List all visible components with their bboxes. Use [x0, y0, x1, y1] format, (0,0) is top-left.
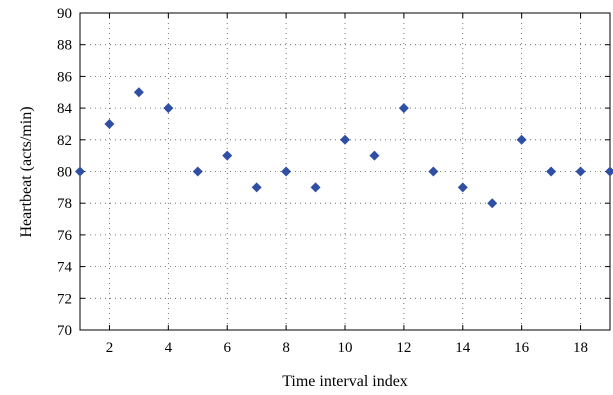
data-point [192, 166, 203, 177]
x-tick-label: 12 [396, 340, 411, 356]
x-tick-label: 18 [573, 340, 588, 356]
data-point [546, 166, 557, 177]
y-tick-label: 84 [57, 101, 73, 117]
data-point [251, 182, 262, 193]
data-point [281, 166, 292, 177]
y-axis-title: Heartbeat (acts/min) [18, 106, 35, 237]
data-point [398, 103, 409, 114]
data-point [369, 150, 380, 161]
data-point [75, 166, 85, 177]
y-axis: 70 72 74 76 78 80 82 84 86 88 90 [57, 6, 610, 339]
data-point [516, 134, 527, 145]
y-tick-label: 70 [57, 323, 72, 339]
data-point [310, 182, 321, 193]
y-tick-label: 86 [57, 69, 73, 85]
y-tick-label: 90 [57, 6, 72, 22]
y-tick-label: 80 [57, 165, 72, 181]
x-tick-label: 2 [106, 340, 114, 356]
data-point [428, 166, 439, 177]
x-tick-label: 6 [223, 340, 231, 356]
x-tick-label: 14 [455, 340, 471, 356]
data-point [575, 166, 586, 177]
y-tick-label: 76 [57, 228, 73, 244]
data-point [487, 198, 498, 209]
y-tick-label: 88 [57, 38, 72, 54]
x-tick-label: 8 [282, 340, 290, 356]
data-point [133, 87, 144, 98]
data-points [75, 87, 613, 209]
y-tick-label: 72 [57, 291, 72, 307]
data-point [104, 118, 115, 129]
x-tick-label: 10 [338, 340, 353, 356]
data-point [605, 166, 613, 177]
data-point [340, 134, 350, 145]
x-axis-title: Time interval index [282, 373, 408, 390]
y-tick-label: 74 [57, 260, 73, 276]
y-tick-label: 78 [57, 196, 72, 212]
data-point [222, 150, 233, 161]
x-axis: 2 4 6 8 10 12 14 16 18 [106, 13, 588, 356]
x-tick-label: 16 [514, 340, 530, 356]
data-point [457, 182, 468, 193]
x-tick-label: 4 [165, 340, 173, 356]
y-tick-label: 82 [57, 133, 72, 149]
data-point [163, 103, 174, 114]
